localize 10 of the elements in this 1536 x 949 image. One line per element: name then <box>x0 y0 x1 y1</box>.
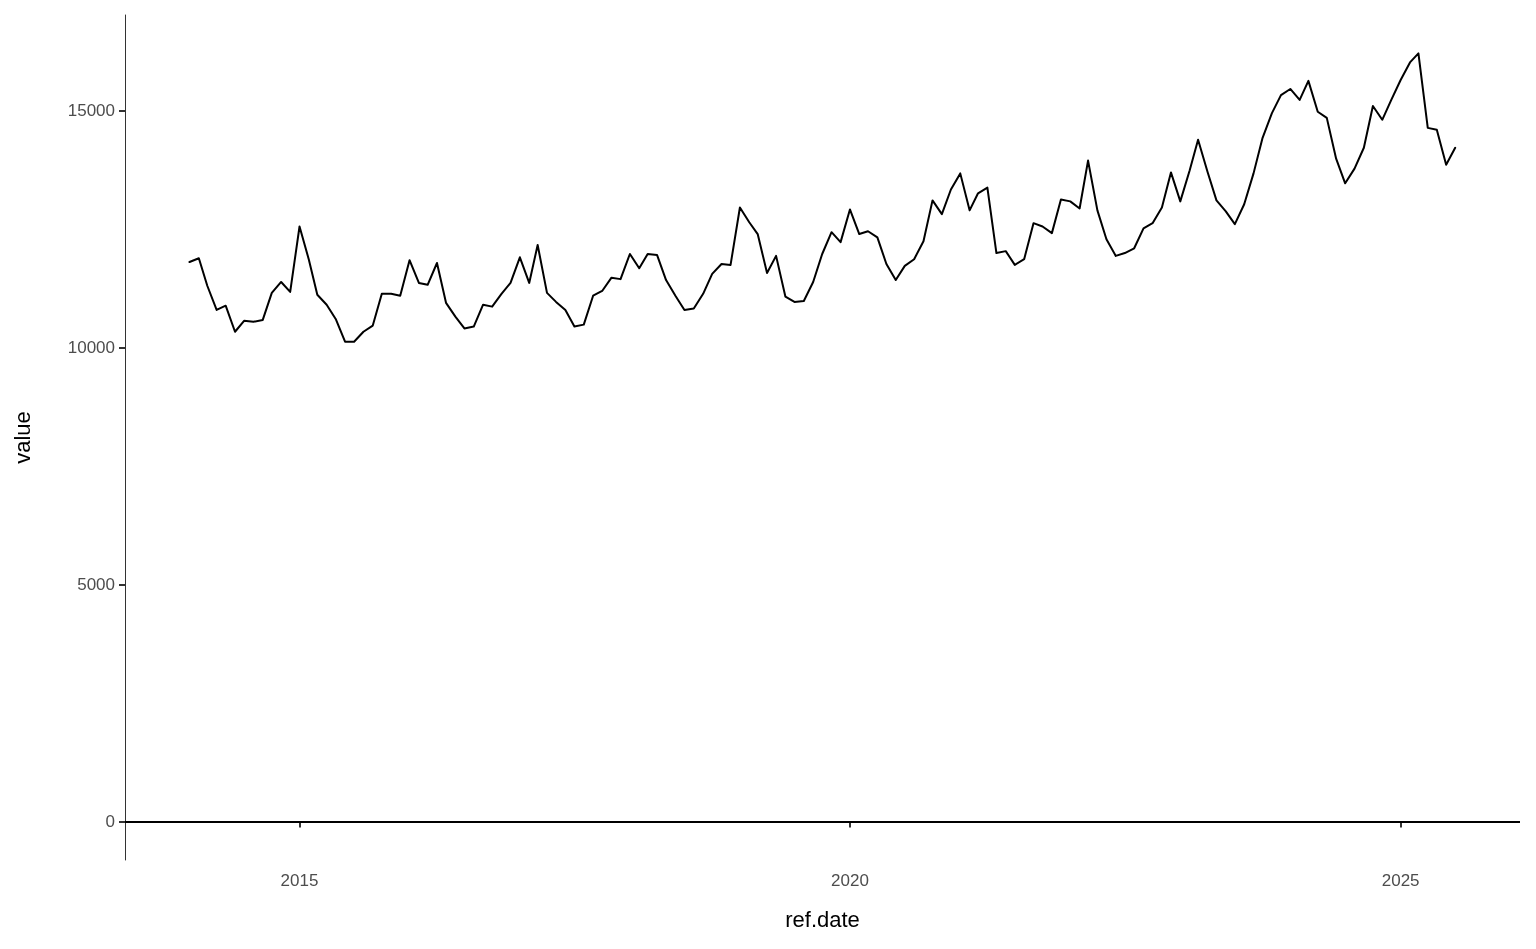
y-tick-label: 0 <box>105 812 115 832</box>
line-series <box>188 52 1457 343</box>
x-tick-label: 2020 <box>831 871 869 890</box>
y-tick-label: 10000 <box>67 337 115 357</box>
x-axis-title: ref.date <box>785 906 860 932</box>
x-tick-label: 2015 <box>280 871 319 890</box>
y-tick-label: 15000 <box>67 100 115 120</box>
y-tick-label: 5000 <box>77 575 115 594</box>
x-tick-label: 2025 <box>1381 871 1420 890</box>
y-axis-title: value <box>9 411 35 464</box>
